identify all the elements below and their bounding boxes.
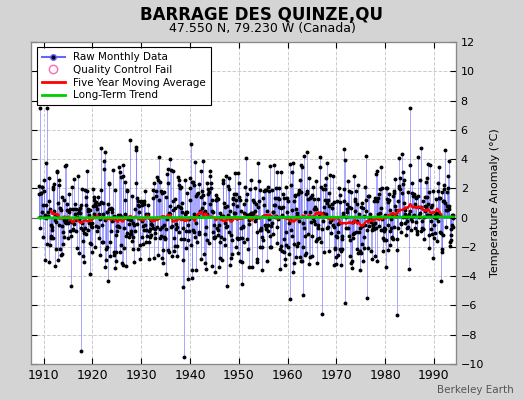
Text: Berkeley Earth: Berkeley Earth bbox=[437, 385, 514, 395]
Y-axis label: Temperature Anomaly (°C): Temperature Anomaly (°C) bbox=[489, 129, 500, 277]
Text: 47.550 N, 79.230 W (Canada): 47.550 N, 79.230 W (Canada) bbox=[169, 22, 355, 35]
Text: BARRAGE DES QUINZE,QU: BARRAGE DES QUINZE,QU bbox=[140, 6, 384, 24]
Legend: Raw Monthly Data, Quality Control Fail, Five Year Moving Average, Long-Term Tren: Raw Monthly Data, Quality Control Fail, … bbox=[37, 47, 211, 106]
